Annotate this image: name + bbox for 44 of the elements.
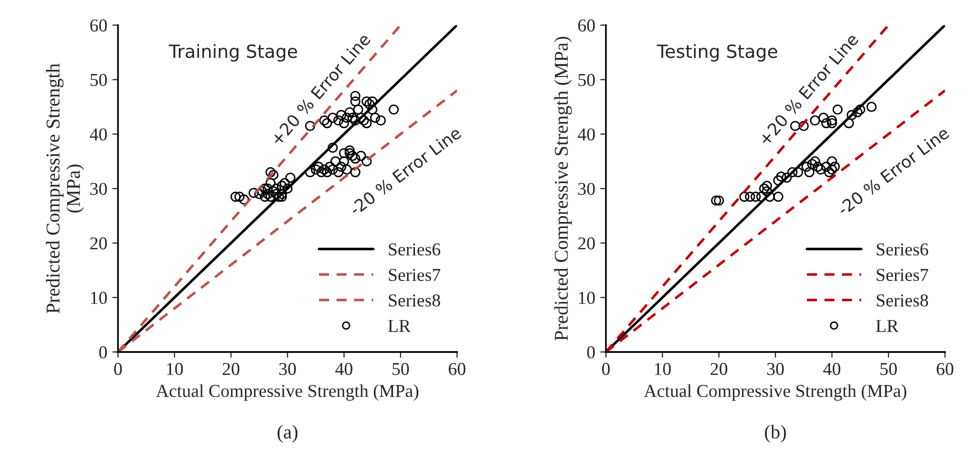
y-axis-title: Predicted Compressive Strength (MPa) — [46, 64, 84, 314]
text: Testing Stage — [656, 44, 778, 62]
legend-label: Series7 — [388, 268, 440, 282]
x-tick-label: 60 — [448, 362, 466, 376]
x-tick-label: 40 — [335, 362, 352, 376]
text: Training Stage — [168, 44, 298, 62]
y-tick-label: 30 — [90, 182, 107, 195]
x-tick-label: 20 — [222, 362, 240, 376]
x-tick-label: 0 — [114, 362, 122, 376]
y-tick-label: 20 — [578, 237, 595, 250]
legend-label: LR — [388, 320, 411, 332]
y-tick-label: 50 — [90, 74, 107, 86]
text: (b) — [764, 424, 786, 443]
x-tick-label: 50 — [880, 362, 897, 376]
y-tick-label: 10 — [579, 292, 595, 304]
y-tick-label: 0 — [587, 346, 595, 358]
legend-label: Series6 — [388, 243, 440, 256]
x-tick-label: 10 — [167, 362, 183, 376]
y-tick-label: 40 — [90, 128, 107, 141]
x-tick-label: 10 — [654, 362, 671, 376]
legend-label: Series8 — [876, 294, 928, 307]
x-tick-label: 40 — [823, 362, 840, 376]
legend-label: Series8 — [388, 294, 440, 307]
y-tick-label: 40 — [578, 128, 595, 141]
y-tick-label: 30 — [578, 182, 595, 195]
x-tick-label: 50 — [392, 362, 409, 376]
y-tick-label: 10 — [91, 292, 107, 304]
y-tick-label: 50 — [578, 74, 595, 86]
x-tick-label: 20 — [710, 362, 728, 376]
y-tick-label: 60 — [90, 19, 107, 32]
y-tick-label: 60 — [578, 19, 595, 32]
x-tick-label: 30 — [767, 362, 784, 376]
text: (a) — [278, 424, 298, 443]
y-axis-title: Predicted Compressive Strength (MPa) — [554, 36, 572, 341]
legend-label: Series6 — [876, 243, 928, 256]
x-tick-label: 30 — [279, 362, 296, 376]
legend-label: LR — [876, 320, 899, 332]
x-tick-label: 0 — [602, 362, 610, 376]
y-tick-label: 0 — [99, 346, 107, 358]
x-axis-title: Actual Compressive Strength (MPa) — [156, 384, 418, 401]
x-tick-label: 60 — [936, 362, 954, 376]
x-axis-title: Actual Compressive Strength (MPa) — [644, 384, 906, 401]
y-tick-label: 20 — [90, 237, 107, 250]
legend-label: Series7 — [876, 268, 928, 282]
